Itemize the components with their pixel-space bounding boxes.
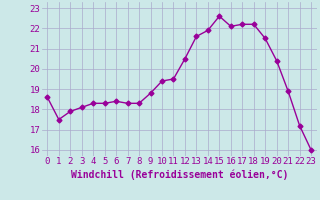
X-axis label: Windchill (Refroidissement éolien,°C): Windchill (Refroidissement éolien,°C) xyxy=(70,169,288,180)
